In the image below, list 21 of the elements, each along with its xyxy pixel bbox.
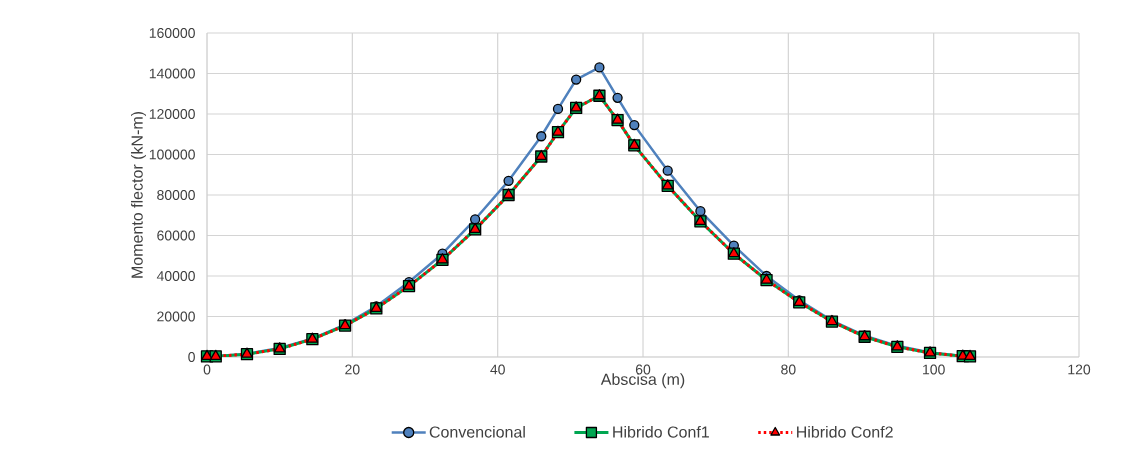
x-tick-label: 60	[635, 364, 651, 375]
x-tick-label: 100	[923, 364, 945, 375]
x-tick-label: 80	[781, 364, 796, 375]
x-tick-label: 120	[1068, 364, 1091, 375]
legend-label: Hibrido Conf2	[797, 425, 893, 438]
y-tick-label: 60000	[157, 230, 195, 241]
y-tick-label: 0	[188, 352, 195, 362]
y-tick-label: 40000	[156, 271, 195, 281]
legend-label: Convencional	[429, 425, 525, 438]
x-tick-label: 20	[345, 364, 360, 375]
x-axis-title: Abscisa (m)	[600, 373, 685, 389]
y-tick-label: 20000	[157, 311, 195, 322]
y-tick-label: 100000	[149, 149, 195, 160]
legend-label: Hibrido Conf1	[613, 425, 709, 438]
x-tick-label: 40	[490, 364, 505, 375]
y-tick-label: 140000	[149, 68, 195, 79]
x-tick-label: 0	[203, 364, 211, 375]
y-tick-label: 80000	[157, 190, 195, 200]
y-tick-label: 160000	[149, 28, 195, 38]
y-tick-label: 120000	[149, 109, 195, 119]
y-axis-title: Momento flector (kN-m)	[131, 111, 146, 278]
